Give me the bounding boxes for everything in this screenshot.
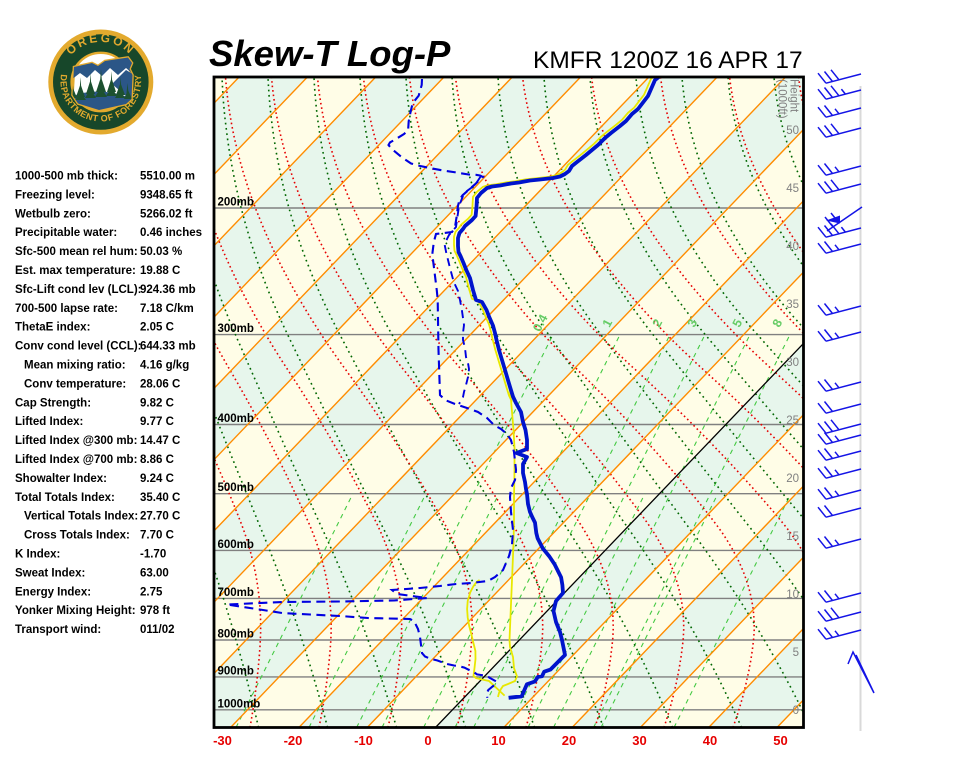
svg-text:5: 5 xyxy=(793,647,799,659)
svg-text:Precipitable water:: Precipitable water: xyxy=(15,227,117,239)
svg-text:(1000ft): (1000ft) xyxy=(776,79,788,119)
svg-text:924.36 mb: 924.36 mb xyxy=(140,284,196,296)
svg-text:Yonker Mixing Height:: Yonker Mixing Height: xyxy=(15,605,136,617)
svg-text:600mb: 600mb xyxy=(218,539,254,551)
svg-text:30: 30 xyxy=(786,357,799,369)
svg-text:4.16 g/kg: 4.16 g/kg xyxy=(140,360,189,372)
svg-text:Vertical Totals Index:: Vertical Totals Index: xyxy=(24,511,138,523)
svg-text:700-500 lapse rate:: 700-500 lapse rate: xyxy=(15,303,118,315)
svg-text:50: 50 xyxy=(773,733,787,748)
svg-text:9.77 C: 9.77 C xyxy=(140,416,174,428)
svg-text:Cap Strength:: Cap Strength: xyxy=(15,397,91,409)
svg-text:50.03 %: 50.03 % xyxy=(140,246,182,258)
svg-text:9348.65 ft: 9348.65 ft xyxy=(140,189,193,201)
svg-text:400mb: 400mb xyxy=(218,413,254,425)
svg-text:2.75: 2.75 xyxy=(140,586,163,598)
svg-text:40: 40 xyxy=(703,733,717,748)
svg-text:Energy Index:: Energy Index: xyxy=(15,586,91,598)
svg-text:-1.70: -1.70 xyxy=(140,549,166,561)
svg-text:644.33 mb: 644.33 mb xyxy=(140,341,196,353)
svg-text:Lifted Index:: Lifted Index: xyxy=(15,416,83,428)
svg-text:Lifted Index @700 mb:: Lifted Index @700 mb: xyxy=(15,454,137,466)
svg-text:35: 35 xyxy=(786,299,799,311)
svg-text:Total Totals Index:: Total Totals Index: xyxy=(15,492,115,504)
svg-text:Est. max temperature:: Est. max temperature: xyxy=(15,265,136,277)
svg-text:27.70 C: 27.70 C xyxy=(140,511,180,523)
svg-text:K Index:: K Index: xyxy=(15,549,60,561)
svg-text:-10: -10 xyxy=(354,733,373,748)
svg-text:0: 0 xyxy=(793,705,799,717)
svg-text:35.40 C: 35.40 C xyxy=(140,492,180,504)
svg-text:7.18 C/km: 7.18 C/km xyxy=(140,303,194,315)
svg-text:9.82 C: 9.82 C xyxy=(140,397,174,409)
svg-text:978 ft: 978 ft xyxy=(140,605,170,617)
svg-text:10: 10 xyxy=(491,733,505,748)
svg-text:200mb: 200mb xyxy=(218,197,254,209)
svg-text:30: 30 xyxy=(632,733,646,748)
svg-text:900mb: 900mb xyxy=(218,665,254,677)
svg-text:9.24 C: 9.24 C xyxy=(140,473,174,485)
svg-text:Skew-T Log-P: Skew-T Log-P xyxy=(209,33,451,74)
svg-text:2.05 C: 2.05 C xyxy=(140,322,174,334)
svg-text:0.46 inches: 0.46 inches xyxy=(140,227,202,239)
svg-text:Mean mixing ratio:: Mean mixing ratio: xyxy=(24,360,126,372)
svg-text:25: 25 xyxy=(786,415,799,427)
svg-text:1000mb: 1000mb xyxy=(218,698,261,710)
svg-text:Cross Totals Index:: Cross Totals Index: xyxy=(24,530,130,542)
svg-text:28.06 C: 28.06 C xyxy=(140,378,180,390)
svg-text:45: 45 xyxy=(786,183,799,195)
svg-text:Height: Height xyxy=(788,79,800,113)
svg-text:Sfc-Lift cond lev (LCL):: Sfc-Lift cond lev (LCL): xyxy=(15,284,142,296)
svg-text:15: 15 xyxy=(786,531,799,543)
svg-text:5266.02 ft: 5266.02 ft xyxy=(140,208,193,220)
svg-text:63.00: 63.00 xyxy=(140,567,169,579)
svg-text:Showalter Index:: Showalter Index: xyxy=(15,473,107,485)
svg-text:14.47 C: 14.47 C xyxy=(140,435,180,447)
svg-text:10: 10 xyxy=(786,589,799,601)
svg-text:800mb: 800mb xyxy=(218,629,254,641)
svg-text:Transport wind:: Transport wind: xyxy=(15,624,101,636)
svg-text:500mb: 500mb xyxy=(218,482,254,494)
svg-text:50: 50 xyxy=(786,125,799,137)
svg-text:Sweat Index:: Sweat Index: xyxy=(15,567,85,579)
svg-text:0: 0 xyxy=(424,733,431,748)
svg-text:-20: -20 xyxy=(284,733,303,748)
svg-text:Conv cond level (CCL):: Conv cond level (CCL): xyxy=(15,341,142,353)
svg-text:700mb: 700mb xyxy=(218,587,254,599)
svg-text:300mb: 300mb xyxy=(218,323,254,335)
svg-text:20: 20 xyxy=(786,473,799,485)
svg-text:Wetbulb zero:: Wetbulb zero: xyxy=(15,208,91,220)
svg-text:8.86 C: 8.86 C xyxy=(140,454,174,466)
svg-text:Conv temperature:: Conv temperature: xyxy=(24,378,126,390)
svg-text:5510.00 m: 5510.00 m xyxy=(140,171,195,183)
svg-text:KMFR 1200Z 16 APR 17: KMFR 1200Z 16 APR 17 xyxy=(533,47,803,74)
svg-text:Freezing level:: Freezing level: xyxy=(15,189,95,201)
svg-text:20: 20 xyxy=(562,733,576,748)
svg-text:Sfc-500 mean rel hum:: Sfc-500 mean rel hum: xyxy=(15,246,138,258)
svg-text:011/02: 011/02 xyxy=(140,624,175,636)
svg-text:1000-500 mb thick:: 1000-500 mb thick: xyxy=(15,171,118,183)
svg-text:-30: -30 xyxy=(213,733,232,748)
svg-text:19.88 C: 19.88 C xyxy=(140,265,180,277)
svg-text:40: 40 xyxy=(786,241,799,253)
svg-text:Lifted Index @300 mb:: Lifted Index @300 mb: xyxy=(15,435,137,447)
svg-text:ThetaE index:: ThetaE index: xyxy=(15,322,90,334)
svg-text:7.70 C: 7.70 C xyxy=(140,530,174,542)
